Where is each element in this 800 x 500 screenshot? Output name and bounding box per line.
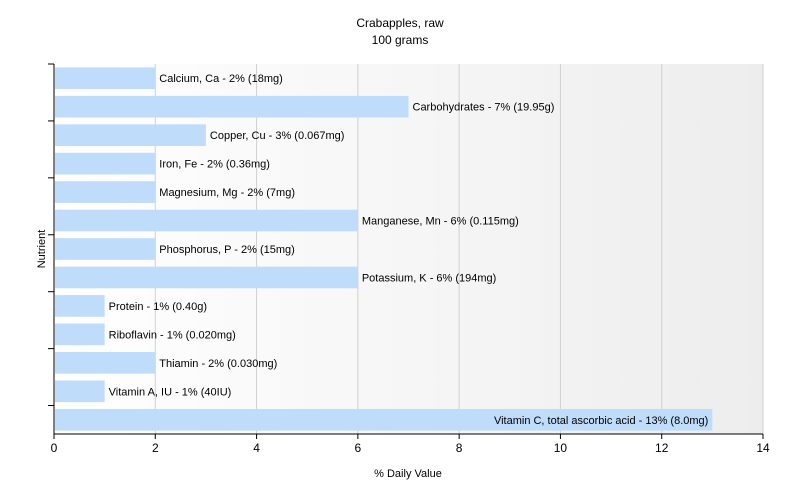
x-tick-label: 14	[756, 441, 770, 455]
bar	[55, 266, 358, 289]
bar-label: Protein - 1% (0.40g)	[109, 301, 207, 313]
x-tick-label: 12	[655, 441, 669, 455]
bar-label: Potassium, K - 6% (194mg)	[362, 272, 497, 284]
x-axis-ticks: 0 2 4 6 8 10 12 14	[51, 434, 770, 455]
x-tick-label: 10	[554, 441, 568, 455]
x-tick-label: 0	[51, 441, 58, 455]
bar	[55, 238, 156, 260]
x-axis-title: % Daily Value	[374, 468, 442, 480]
bar	[55, 352, 156, 374]
bar-label: Iron, Fe - 2% (0.36mg)	[159, 159, 270, 171]
bar	[55, 181, 156, 203]
bar-label: Riboflavin - 1% (0.020mg)	[109, 329, 236, 341]
bar-label: Magnesium, Mg - 2% (7mg)	[159, 187, 295, 199]
x-tick-label: 2	[152, 441, 159, 455]
bar	[55, 295, 105, 317]
bars	[55, 67, 713, 431]
bar-label: Vitamin C, total ascorbic acid - 13% (8.…	[494, 415, 708, 427]
bar-label: Copper, Cu - 3% (0.067mg)	[210, 130, 345, 142]
y-axis-title: Nutrient	[36, 230, 48, 269]
bar	[55, 323, 105, 346]
bar-label: Calcium, Ca - 2% (18mg)	[159, 73, 282, 85]
axes	[48, 63, 763, 435]
bar	[55, 408, 713, 431]
x-tick-label: 4	[253, 441, 260, 455]
bar-labels: Calcium, Ca - 2% (18mg) Carbohydrates - 7…	[109, 73, 709, 427]
x-tick-label: 6	[355, 441, 362, 455]
bar	[55, 67, 156, 90]
bar-label: Phosphorus, P - 2% (15mg)	[159, 244, 295, 256]
bar	[55, 152, 156, 175]
bar	[55, 124, 206, 146]
bar-label: Thiamin - 2% (0.030mg)	[159, 358, 277, 370]
bar	[55, 95, 409, 118]
chart-title: Crabapples, raw	[356, 16, 444, 30]
bar-label: Vitamin A, IU - 1% (40IU)	[109, 386, 232, 398]
x-tick-label: 8	[456, 441, 463, 455]
bar	[55, 209, 358, 232]
bar	[55, 380, 105, 403]
bar-label: Carbohydrates - 7% (19.95g)	[413, 102, 555, 114]
chart-subtitle: 100 grams	[372, 33, 429, 47]
bar-label: Manganese, Mn - 6% (0.115mg)	[362, 216, 519, 228]
